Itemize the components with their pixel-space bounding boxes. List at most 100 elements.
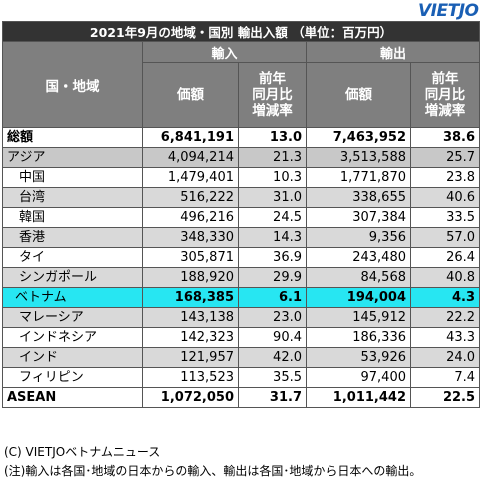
export-change: 40.6	[409, 187, 481, 208]
table-row-malaysia: マレーシア 143,138 23.0 145,912 22.2	[2, 307, 481, 328]
row-name: ベトナム	[2, 287, 143, 308]
export-change: 24.0	[409, 347, 481, 368]
export-change: 22.5	[409, 387, 481, 408]
import-value: 348,330	[142, 227, 239, 248]
import-value: 143,138	[142, 307, 239, 328]
import-change: 24.5	[238, 207, 307, 228]
export-value: 145,912	[306, 307, 411, 328]
table-row-vietnam: ベトナム 168,385 6.1 194,004 4.3	[2, 287, 481, 308]
import-change: 42.0	[238, 347, 307, 368]
export-change: 33.5	[409, 207, 481, 228]
export-change: 22.2	[409, 307, 481, 328]
import-change: 10.3	[238, 167, 307, 188]
table-row-hong-kong: 香港 348,330 14.3 9,356 57.0	[2, 227, 481, 248]
export-value: 9,356	[306, 227, 411, 248]
table-title: 2021年9月の地域・国別 輸出入額 （単位：百万円）	[1, 21, 481, 42]
region-header: 国・地域	[2, 41, 143, 128]
export-value: 307,384	[306, 207, 411, 228]
export-value: 194,004	[306, 287, 411, 308]
header-sub-row: 価額 前年 同月比 増減率 価額 前年 同月比 増減率	[3, 62, 481, 128]
explanatory-note: (注)輸入は各国･地域の日本からの輸入、輸出は各国･地域から日本への輸出。	[4, 464, 422, 478]
table-row-singapore: シンガポール 188,920 29.9 84,568 40.8	[2, 267, 481, 288]
import-value: 4,094,214	[142, 147, 239, 168]
import-change: 23.0	[238, 307, 307, 328]
import-value: 121,957	[142, 347, 239, 368]
row-name: 中国	[2, 167, 143, 188]
import-value: 168,385	[142, 287, 239, 308]
table-row-philippines: フィリピン 113,523 35.5 97,400 7.4	[2, 367, 481, 388]
import-change: 6.1	[238, 287, 307, 308]
export-value-header: 価額	[306, 62, 411, 128]
import-value: 188,920	[142, 267, 239, 288]
row-name: シンガポール	[2, 267, 143, 288]
table-row-india: インド 121,957 42.0 53,926 24.0	[2, 347, 481, 368]
header-group-row: 国・地域 輸入 輸出	[2, 41, 481, 128]
trade-table: 2021年9月の地域・国別 輸出入額 （単位：百万円） 国・地域 輸入 輸出 価…	[1, 21, 481, 408]
export-change: 23.8	[409, 167, 481, 188]
row-name: 総額	[2, 127, 143, 148]
row-name: ASEAN	[2, 387, 143, 408]
export-change: 4.3	[409, 287, 481, 308]
import-value: 6,841,191	[142, 127, 239, 148]
import-change: 21.3	[238, 147, 307, 168]
export-change: 25.7	[409, 147, 481, 168]
import-change-header: 前年 同月比 増減率	[238, 62, 307, 128]
import-value: 1,479,401	[142, 167, 239, 188]
table-row-china: 中国 1,479,401 10.3 1,771,870 23.8	[2, 167, 481, 188]
import-value: 113,523	[142, 367, 239, 388]
export-value: 338,655	[306, 187, 411, 208]
row-name: タイ	[2, 247, 143, 268]
import-change: 35.5	[238, 367, 307, 388]
import-value: 305,871	[142, 247, 239, 268]
table-row-thailand: タイ 305,871 36.9 243,480 26.4	[2, 247, 481, 268]
import-change: 29.9	[238, 267, 307, 288]
export-value: 7,463,952	[306, 127, 411, 148]
import-value: 516,222	[142, 187, 239, 208]
export-value: 243,480	[306, 247, 411, 268]
export-change: 40.8	[409, 267, 481, 288]
row-name: 台湾	[2, 187, 143, 208]
export-value: 3,513,588	[306, 147, 411, 168]
export-value: 1,771,870	[306, 167, 411, 188]
import-change: 13.0	[238, 127, 307, 148]
table-row-taiwan: 台湾 516,222 31.0 338,655 40.6	[2, 187, 481, 208]
import-change: 31.0	[238, 187, 307, 208]
import-change: 31.7	[238, 387, 307, 408]
row-name: フィリピン	[2, 367, 143, 388]
import-change: 36.9	[238, 247, 307, 268]
table-row-asean: ASEAN 1,072,050 31.7 1,011,442 22.5	[2, 387, 481, 408]
export-change: 43.3	[409, 327, 481, 348]
export-group-header: 輸出	[305, 41, 481, 63]
import-value: 496,216	[142, 207, 239, 228]
export-value: 1,011,442	[306, 387, 411, 408]
export-change: 7.4	[409, 367, 481, 388]
row-name: インド	[2, 347, 143, 368]
export-change: 38.6	[409, 127, 481, 148]
table-row-indonesia: インドネシア 142,323 90.4 186,336 43.3	[2, 327, 481, 348]
copyright-note: (C) VIETJOベトナムニュース	[4, 445, 161, 459]
row-name: アジア	[2, 147, 143, 168]
export-value: 53,926	[306, 347, 411, 368]
row-name: 香港	[2, 227, 143, 248]
vietjo-logo: VIETJO	[418, 1, 479, 21]
import-group-header: 輸入	[142, 41, 307, 63]
row-name: マレーシア	[2, 307, 143, 328]
export-value: 186,336	[306, 327, 411, 348]
row-name: 韓国	[2, 207, 143, 228]
row-name: インドネシア	[2, 327, 143, 348]
import-value: 142,323	[142, 327, 239, 348]
import-change: 14.3	[238, 227, 307, 248]
table-row-total: 総額 6,841,191 13.0 7,463,952 38.6	[2, 127, 481, 148]
footnotes: (C) VIETJOベトナムニュース (注)輸入は各国･地域の日本からの輸入、輸…	[4, 443, 480, 481]
table-title-row: 2021年9月の地域・国別 輸出入額 （単位：百万円）	[1, 21, 481, 42]
import-change: 90.4	[238, 327, 307, 348]
export-change-header: 前年 同月比 増減率	[409, 62, 481, 128]
import-value: 1,072,050	[142, 387, 239, 408]
table-row-korea: 韓国 496,216 24.5 307,384 33.5	[2, 207, 481, 228]
import-value-header: 価額	[142, 62, 239, 128]
export-change: 26.4	[409, 247, 481, 268]
table-row-asia: アジア 4,094,214 21.3 3,513,588 25.7	[2, 147, 481, 168]
export-value: 84,568	[306, 267, 411, 288]
export-change: 57.0	[409, 227, 481, 248]
export-value: 97,400	[306, 367, 411, 388]
